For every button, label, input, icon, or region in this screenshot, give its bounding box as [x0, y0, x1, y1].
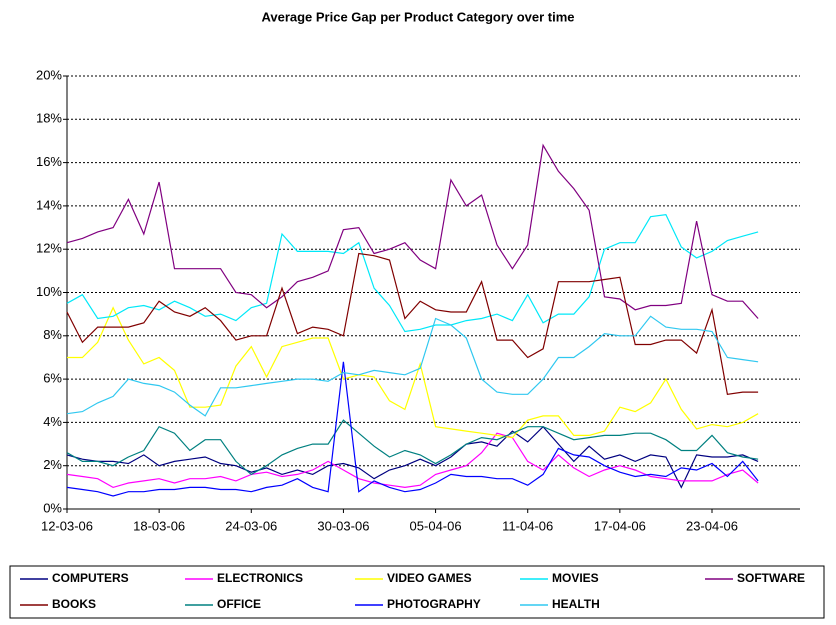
- legend-label: BOOKS: [52, 597, 96, 611]
- series-line: [66, 143, 759, 319]
- legend-label: COMPUTERS: [52, 571, 129, 585]
- legend-label: PHOTOGRAPHY: [387, 597, 481, 611]
- series-line: [67, 306, 759, 439]
- legend-box: [9, 565, 825, 619]
- x-tick-label: 23-04-06: [686, 518, 738, 533]
- y-tick-label: 18%: [36, 111, 62, 126]
- x-tick-label: 24-03-06: [225, 518, 277, 533]
- x-tick-label: 30-03-06: [317, 518, 369, 533]
- x-tick-label: 05-04-06: [410, 518, 462, 533]
- series-line: [66, 252, 759, 395]
- series-line: [66, 315, 759, 417]
- y-tick-label: 2%: [43, 457, 62, 472]
- y-tick-label: 10%: [36, 284, 62, 299]
- series-line: [66, 419, 759, 476]
- legend-label: OFFICE: [217, 597, 261, 611]
- series-line: [66, 432, 759, 489]
- legend-label: HEALTH: [552, 597, 600, 611]
- y-tick-label: 0%: [43, 500, 62, 515]
- y-tick-label: 6%: [43, 371, 62, 386]
- y-tick-label: 8%: [43, 327, 62, 342]
- y-tick-label: 12%: [36, 241, 62, 256]
- y-tick-label: 16%: [36, 154, 62, 169]
- series-line: [66, 425, 759, 489]
- series-line: [66, 361, 759, 497]
- x-tick-label: 17-04-06: [594, 518, 646, 533]
- x-tick-label: 18-03-06: [133, 518, 185, 533]
- legend-label: ELECTRONICS: [217, 571, 303, 585]
- x-tick-label: 11-04-06: [502, 518, 553, 533]
- chart-title: Average Price Gap per Product Category o…: [261, 9, 574, 24]
- legend-label: SOFTWARE: [737, 571, 805, 585]
- x-tick-label: 12-03-06: [41, 518, 93, 533]
- y-tick-label: 4%: [43, 414, 62, 429]
- legend-label: VIDEO GAMES: [387, 571, 472, 585]
- y-tick-label: 14%: [36, 197, 62, 212]
- series-line: [66, 213, 759, 333]
- legend-label: MOVIES: [552, 571, 599, 585]
- y-tick-label: 20%: [36, 67, 62, 82]
